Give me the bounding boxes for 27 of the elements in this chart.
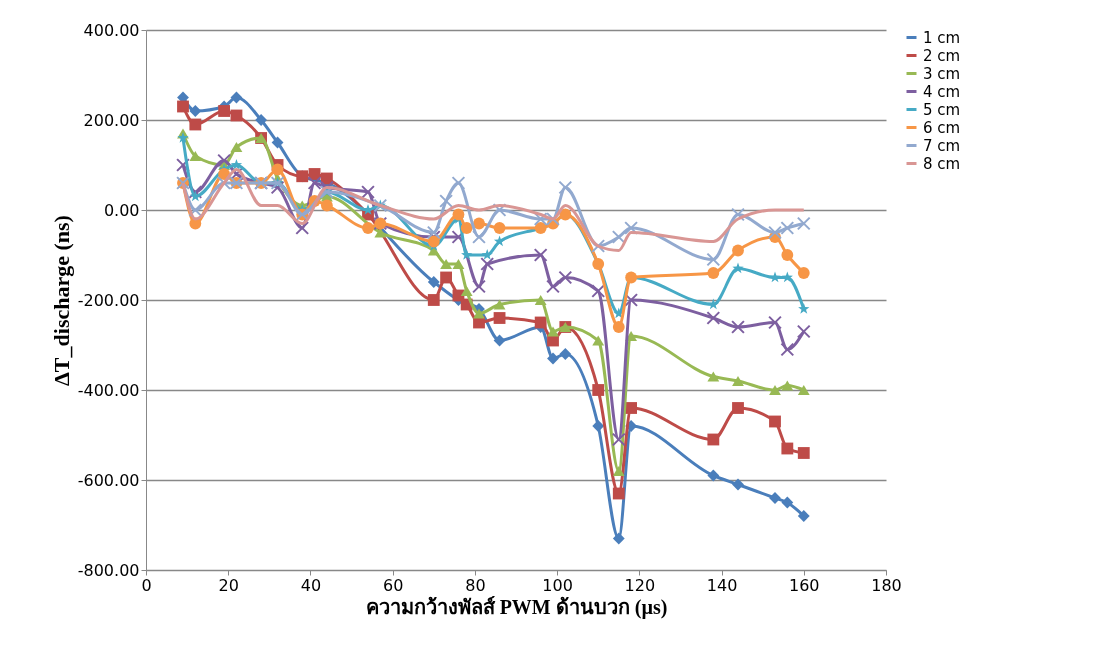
x-tick-label: 140: [706, 575, 738, 595]
legend-label: 6 cm: [923, 118, 961, 137]
y-axis-title: ΔT_discharge (ns): [48, 215, 74, 386]
legend-label: 7 cm: [923, 136, 961, 155]
y-tick-label: -400.00: [77, 380, 140, 400]
y-tick-label: -600.00: [77, 470, 140, 490]
x-tick-label: 40: [300, 575, 322, 595]
x-tick-label: 60: [382, 575, 404, 595]
x-axis-title: ความกว้างพัลส์ PWM ด้านบวก (µs): [365, 595, 668, 619]
legend-label: 1 cm: [923, 28, 961, 47]
x-tick-label: 160: [789, 575, 820, 595]
x-tick-label: 20: [218, 575, 239, 595]
legend-label: 2 cm: [923, 46, 961, 65]
legend-label: 4 cm: [923, 82, 961, 101]
y-tick-label: 200.00: [83, 110, 140, 130]
y-tick-label: 0.00: [103, 200, 140, 220]
y-tick-label: -200.00: [77, 290, 140, 310]
x-tick-label: 120: [624, 575, 656, 595]
x-tick-label: 100: [542, 575, 573, 595]
y-tick-label: -800.00: [77, 560, 140, 580]
legend-label: 8 cm: [923, 154, 961, 173]
x-tick-label: 80: [465, 575, 486, 595]
x-tick-label: 180: [871, 575, 902, 595]
x-tick-label: 0: [141, 575, 152, 595]
legend-label: 5 cm: [923, 100, 961, 119]
legend-label: 3 cm: [923, 64, 961, 83]
y-tick-label: 400.00: [83, 20, 140, 40]
